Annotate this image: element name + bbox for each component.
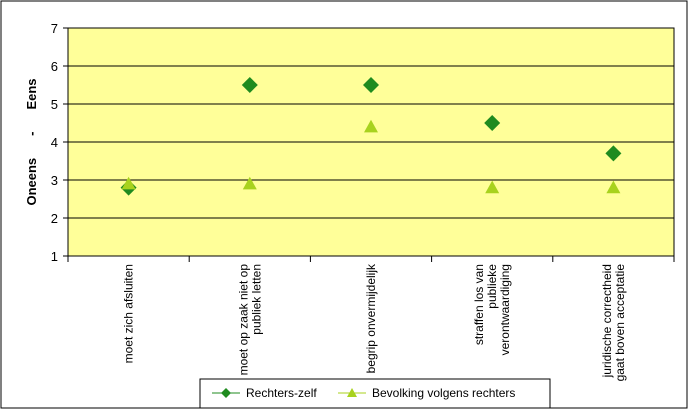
category-label-line: moet zich afsluiten [122, 264, 136, 363]
y-axis-ticks: 1 2 3 4 5 6 7 [51, 21, 68, 264]
marker-rechters-zelf [484, 115, 501, 131]
y-axis-label-part: - [24, 132, 39, 136]
legend-item-bevolking-volgens-rechters: Bevolking volgens rechters [338, 386, 515, 400]
marker-bevolking-volgens-rechters [121, 176, 136, 190]
marker-rechters-zelf [241, 77, 258, 93]
legend-triangle-marker [347, 388, 357, 397]
category-label-line: straffen los van [472, 264, 486, 345]
category-label-line: begrip onvermijdelijk [364, 263, 378, 373]
legend: Rechters-zelf Bevolking volgens rechters [199, 378, 551, 409]
legend-label: Rechters-zelf [246, 386, 317, 400]
category-label-line: juridische correctheid [600, 264, 614, 378]
marker-bevolking-volgens-rechters [364, 119, 378, 133]
category-label-line: moet op zaak niet op [236, 264, 250, 376]
category-label: straffen los van publieke verontwaardiging [472, 264, 512, 356]
y-axis-label-part: Eens [24, 78, 39, 109]
legend-label: Bevolking volgens rechters [372, 386, 515, 400]
category-label-line: publieke [485, 264, 499, 309]
category-label: begrip onvermijdelijk [364, 263, 378, 373]
legend-box [199, 378, 551, 409]
y-tick-label: 7 [51, 21, 58, 36]
category-label-line: verontwaardiging [498, 264, 512, 355]
category-label: juridische correctheid gaat boven accepta… [600, 264, 627, 382]
marker-rechters-zelf [363, 77, 379, 93]
y-axis-label-part: Oneens [24, 158, 39, 206]
x-axis-ticks [67, 256, 675, 262]
marker-bevolking-volgens-rechters [606, 180, 621, 194]
y-tick-label: 5 [51, 97, 58, 112]
category-label-line: gaat boven acceptatie [613, 264, 627, 382]
y-tick-label: 4 [51, 135, 58, 150]
y-tick-label: 1 [51, 249, 58, 264]
marker-bevolking-volgens-rechters [242, 176, 257, 190]
y-tick-label: 6 [51, 59, 58, 74]
category-labels: moet zich afsluiten moet op zaak niet opp… [122, 263, 627, 381]
marker-bevolking-volgens-rechters [485, 180, 500, 194]
category-label-line: publiek letten [249, 264, 263, 335]
grid-lines [68, 65, 674, 219]
category-label: moet zich afsluiten [122, 264, 136, 363]
y-tick-label: 2 [51, 211, 58, 226]
legend-diamond-marker [221, 388, 231, 398]
data-markers [120, 77, 622, 196]
y-tick-label: 3 [51, 173, 58, 188]
y-axis-label: Oneens - Eens [24, 78, 39, 205]
svg-text:Oneens-Eens: Oneens - Eens [24, 78, 39, 205]
marker-rechters-zelf [605, 145, 622, 162]
legend-item-rechters-zelf: Rechters-zelf [212, 386, 317, 400]
